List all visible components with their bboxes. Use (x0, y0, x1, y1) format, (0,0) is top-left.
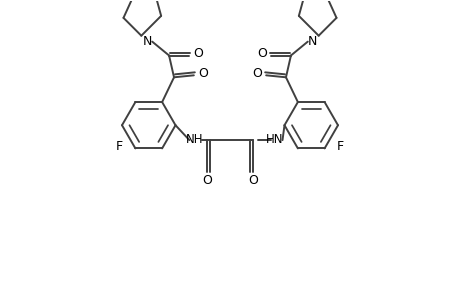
Text: F: F (336, 140, 343, 153)
Text: O: O (252, 67, 262, 80)
Text: F: F (116, 140, 123, 153)
Text: O: O (202, 174, 212, 187)
Text: HN: HN (265, 133, 283, 146)
Text: O: O (247, 174, 257, 187)
Text: O: O (192, 47, 202, 60)
Text: NH: NH (185, 133, 202, 146)
Text: N: N (142, 35, 151, 48)
Text: N: N (308, 35, 317, 48)
Text: O: O (257, 47, 267, 60)
Text: O: O (197, 67, 207, 80)
